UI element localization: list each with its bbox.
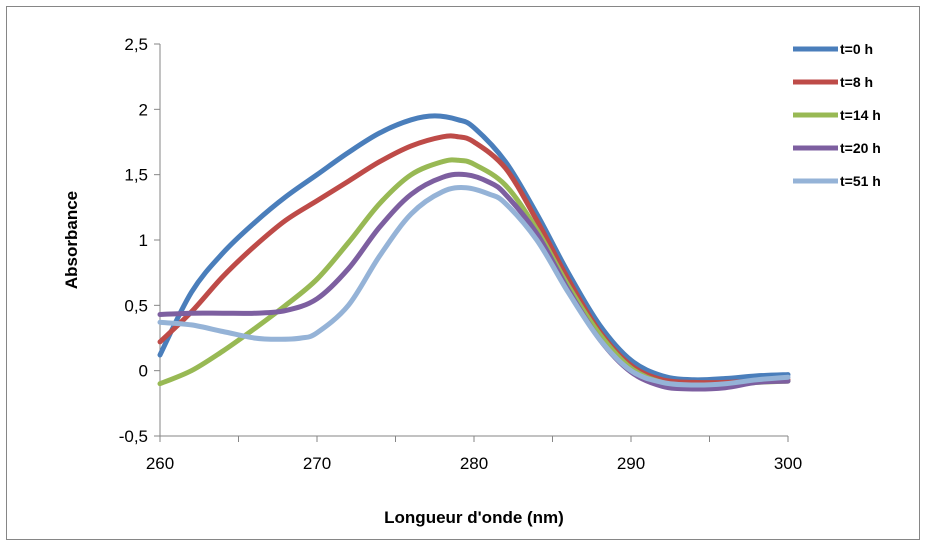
y-tick-label: 2 — [139, 100, 148, 119]
y-tick-label: 2,5 — [124, 35, 148, 54]
x-axis-title: Longueur d'onde (nm) — [384, 508, 564, 527]
series-line-t-51-h — [157, 185, 791, 388]
legend-label: t=51 h — [840, 173, 881, 189]
y-tick-label: 0,5 — [124, 296, 148, 315]
axes: -0,5 0 0,5 1 1,5 2 2,5 260 270 280 290 300 — [119, 35, 802, 473]
y-tick-label: 1 — [139, 231, 148, 250]
legend: t=0 h t=8 h t=14 h t=20 h t=51 h — [793, 41, 881, 189]
chart-frame — [6, 6, 920, 540]
series-line-t-8-h — [157, 133, 791, 386]
x-tick-label: 290 — [617, 454, 645, 473]
x-tick-label: 280 — [460, 454, 488, 473]
y-tick-label: 0 — [139, 362, 148, 381]
legend-label: t=20 h — [840, 140, 881, 156]
y-tick-label: 1,5 — [124, 166, 148, 185]
y-axis-title: Absorbance — [62, 191, 81, 289]
legend-label: t=8 h — [840, 74, 873, 90]
x-tick-label: 260 — [146, 454, 174, 473]
series-line-t-14-h — [157, 157, 791, 389]
series-lines — [157, 113, 791, 392]
legend-label: t=0 h — [840, 41, 873, 57]
x-tick-label: 300 — [774, 454, 802, 473]
legend-label: t=14 h — [840, 107, 881, 123]
series-line-t-20-h — [157, 171, 791, 392]
series-line-t-0-h — [157, 113, 791, 383]
x-tick-label: 270 — [303, 454, 331, 473]
y-tick-label: -0,5 — [119, 427, 148, 446]
